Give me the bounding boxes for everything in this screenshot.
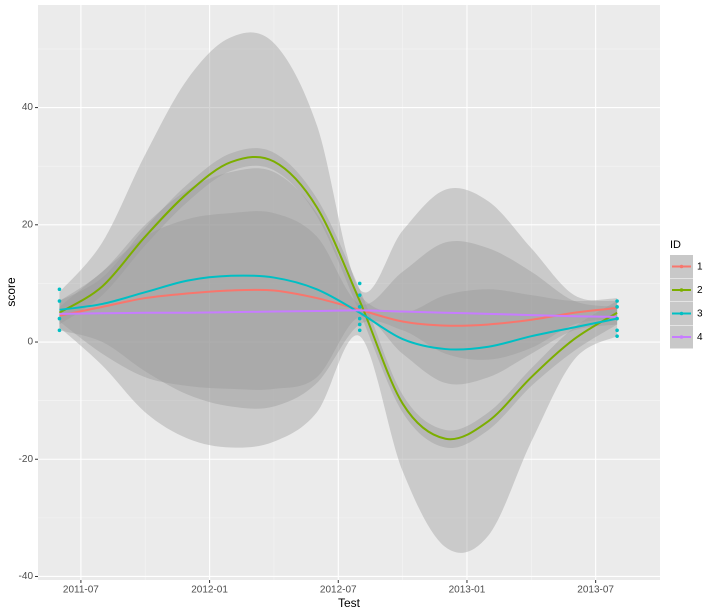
confidence-ribbon — [59, 32, 618, 553]
observation-point — [615, 305, 619, 309]
legend-key-point — [679, 311, 684, 316]
smooth-line — [59, 309, 618, 318]
observation-point — [357, 293, 362, 297]
legend-key-point — [679, 335, 684, 339]
x-tick-label: 2012-01 — [191, 585, 228, 596]
observation-point — [357, 322, 362, 327]
legend-label: 2 — [697, 285, 703, 296]
smooth-line — [58, 156, 618, 441]
legend-label: 1 — [697, 262, 703, 273]
smooth-line — [59, 288, 618, 327]
y-tick-label: 40 — [22, 102, 34, 113]
legend-key-point — [679, 288, 684, 292]
observation-point — [357, 305, 362, 309]
legend-label: 4 — [697, 332, 703, 343]
x-tick-label: 2012-07 — [320, 585, 357, 596]
smooth-line — [59, 274, 618, 351]
observation-point — [57, 287, 62, 292]
x-tick-label: 2011-07 — [63, 585, 99, 596]
x-tick-label: 2013-07 — [577, 585, 614, 596]
observation-point — [57, 328, 62, 333]
legend-key-point — [679, 264, 684, 269]
observation-point — [357, 281, 362, 286]
observation-point — [57, 299, 62, 303]
y-tick-label: -40 — [19, 571, 34, 582]
y-tick-label: -20 — [19, 454, 34, 465]
y-tick-label: 0 — [27, 337, 33, 348]
observation-point — [57, 316, 62, 321]
observation-point — [357, 328, 362, 333]
x-axis-title: Test — [338, 596, 361, 610]
observation-point — [615, 299, 619, 303]
observation-point — [615, 328, 619, 333]
observation-point — [615, 334, 619, 338]
x-tick-label: 2013-01 — [449, 585, 486, 596]
observation-point — [357, 316, 362, 321]
legend-title: ID — [670, 239, 681, 251]
observation-point — [615, 316, 619, 321]
legend-label: 3 — [697, 309, 703, 320]
y-tick-label: 20 — [22, 219, 34, 230]
y-axis-title: score — [4, 277, 18, 307]
